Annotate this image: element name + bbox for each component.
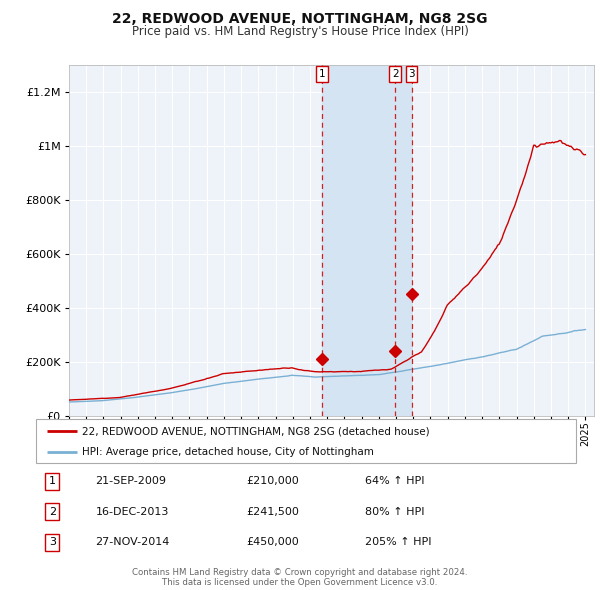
Text: 205% ↑ HPI: 205% ↑ HPI [365, 537, 432, 548]
Text: 1: 1 [319, 69, 326, 79]
Text: 22, REDWOOD AVENUE, NOTTINGHAM, NG8 2SG (detached house): 22, REDWOOD AVENUE, NOTTINGHAM, NG8 2SG … [82, 427, 430, 436]
Text: 64% ↑ HPI: 64% ↑ HPI [365, 476, 425, 486]
Text: 2: 2 [49, 507, 56, 517]
Text: 80% ↑ HPI: 80% ↑ HPI [365, 507, 425, 517]
Text: Contains HM Land Registry data © Crown copyright and database right 2024.: Contains HM Land Registry data © Crown c… [132, 568, 468, 576]
Text: 1: 1 [49, 476, 56, 486]
Text: 3: 3 [49, 537, 56, 548]
Text: Price paid vs. HM Land Registry's House Price Index (HPI): Price paid vs. HM Land Registry's House … [131, 25, 469, 38]
Text: 16-DEC-2013: 16-DEC-2013 [95, 507, 169, 517]
Text: 21-SEP-2009: 21-SEP-2009 [95, 476, 166, 486]
Text: £450,000: £450,000 [247, 537, 299, 548]
Text: HPI: Average price, detached house, City of Nottingham: HPI: Average price, detached house, City… [82, 447, 374, 457]
Text: £241,500: £241,500 [247, 507, 299, 517]
Bar [322, 65, 412, 416]
Text: This data is licensed under the Open Government Licence v3.0.: This data is licensed under the Open Gov… [163, 578, 437, 587]
Text: £210,000: £210,000 [247, 476, 299, 486]
Text: 3: 3 [408, 69, 415, 79]
Text: 22, REDWOOD AVENUE, NOTTINGHAM, NG8 2SG: 22, REDWOOD AVENUE, NOTTINGHAM, NG8 2SG [112, 12, 488, 26]
Text: 27-NOV-2014: 27-NOV-2014 [95, 537, 170, 548]
Text: 2: 2 [392, 69, 398, 79]
FancyBboxPatch shape [36, 419, 576, 463]
